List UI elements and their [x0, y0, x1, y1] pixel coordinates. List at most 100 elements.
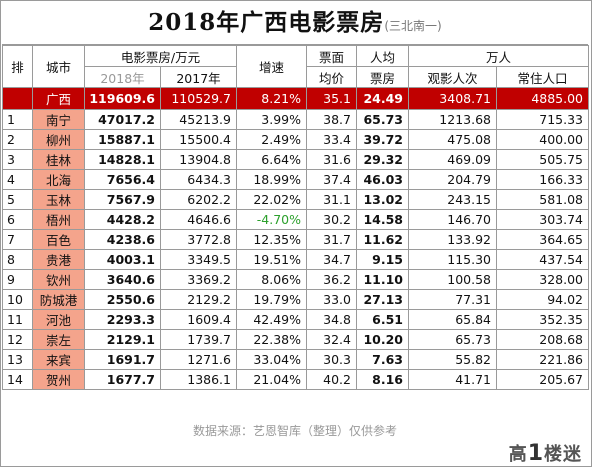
row-per-capita: 29.32	[356, 149, 409, 170]
header-per-capita-bottom: 票房	[356, 66, 409, 88]
row-per-capita: 27.13	[356, 289, 409, 310]
row-2017: 2129.2	[160, 289, 237, 310]
row-2018: 2293.3	[84, 309, 161, 330]
row-growth: -4.70%	[236, 209, 307, 230]
row-avg-price: 34.8	[306, 309, 357, 330]
header-avg-price-bottom: 均价	[306, 66, 357, 88]
data-source-note: 数据来源：艺恩智库（整理）仅供参考	[192, 424, 397, 438]
row-rank: 3	[2, 149, 33, 170]
row-city: 南宁	[32, 109, 85, 130]
row-rank: 2	[2, 129, 33, 150]
row-growth: 22.38%	[236, 329, 307, 350]
row-rank: 7	[2, 229, 33, 250]
row-2017: 6434.3	[160, 169, 237, 190]
row-city: 崇左	[32, 329, 85, 350]
row-growth: 21.04%	[236, 369, 307, 390]
row-per-capita: 6.51	[356, 309, 409, 330]
row-rank: 10	[2, 289, 33, 310]
row-audience: 146.70	[408, 209, 497, 230]
row-2018: 14828.1	[84, 149, 161, 170]
row-city: 北海	[32, 169, 85, 190]
row-growth: 3.99%	[236, 109, 307, 130]
row-audience: 100.58	[408, 269, 497, 290]
row-city: 河池	[32, 309, 85, 330]
row-per-capita: 8.16	[356, 369, 409, 390]
row-population: 352.35	[495, 309, 590, 330]
summary-city: 广西	[32, 87, 85, 110]
table-row: 12 崇左 2129.1 1739.7 22.38% 32.4 10.20 65.73 208.…	[2, 329, 590, 350]
row-2017: 1609.4	[160, 309, 237, 330]
row-population: 166.33	[495, 169, 590, 190]
row-growth: 33.04%	[236, 349, 307, 370]
row-2017: 6202.2	[160, 189, 237, 210]
row-audience: 1213.68	[408, 109, 497, 130]
row-avg-price: 33.4	[306, 129, 357, 150]
row-rank: 4	[2, 169, 33, 190]
table-row: 6 梧州 4428.2 4646.6 -4.70% 30.2 14.58 146.70 303.…	[2, 209, 590, 230]
header-wan-ren: 万人	[407, 45, 590, 67]
row-2017: 3349.5	[160, 249, 237, 270]
row-per-capita: 65.73	[356, 109, 409, 130]
row-rank: 13	[2, 349, 33, 370]
row-growth: 19.79%	[236, 289, 307, 310]
row-growth: 2.49%	[236, 129, 307, 150]
row-growth: 8.06%	[236, 269, 307, 290]
summary-rank	[2, 87, 33, 110]
header-city: 城市	[32, 45, 85, 88]
row-avg-price: 34.7	[306, 249, 357, 270]
row-2017: 45213.9	[160, 109, 237, 130]
row-audience: 469.09	[408, 149, 497, 170]
row-avg-price: 30.2	[306, 209, 357, 230]
row-rank: 8	[2, 249, 33, 270]
table-row: 10 防城港 2550.6 2129.2 19.79% 33.0 27.13 77.31 94.…	[2, 289, 590, 310]
row-rank: 12	[2, 329, 33, 350]
row-city: 钦州	[32, 269, 85, 290]
row-2018: 2550.6	[84, 289, 161, 310]
row-population: 205.67	[495, 369, 590, 390]
row-avg-price: 31.1	[306, 189, 357, 210]
row-rank: 1	[2, 109, 33, 130]
table-row: 4 北海 7656.4 6434.3 18.99% 37.4 46.03 204.79 166.…	[2, 169, 590, 190]
summary-audience: 3408.71	[408, 87, 497, 110]
row-2018: 4238.6	[84, 229, 161, 250]
row-avg-price: 38.7	[306, 109, 357, 130]
row-audience: 243.15	[408, 189, 497, 210]
row-population: 328.00	[495, 269, 590, 290]
row-per-capita: 7.63	[356, 349, 409, 370]
row-city: 桂林	[32, 149, 85, 170]
table-row: 7 百色 4238.6 3772.8 12.35% 31.7 11.62 133.92 364.…	[2, 229, 590, 250]
summary-avg-price: 35.1	[306, 87, 357, 110]
row-2017: 13904.8	[160, 149, 237, 170]
row-2018: 47017.2	[84, 109, 161, 130]
row-2017: 15500.4	[160, 129, 237, 150]
row-population: 221.86	[495, 349, 590, 370]
row-avg-price: 37.4	[306, 169, 357, 190]
row-avg-price: 40.2	[306, 369, 357, 390]
row-growth: 19.51%	[236, 249, 307, 270]
row-audience: 115.30	[408, 249, 497, 270]
summary-row: 广西 119609.6 110529.7 8.21% 35.1 24.49 34…	[2, 87, 590, 110]
table-row: 8 贵港 4003.1 3349.5 19.51% 34.7 9.15 115.30 437.5…	[2, 249, 590, 270]
table-row: 14 贺州 1677.7 1386.1 21.04% 40.2 8.16 41.71 205.6…	[2, 369, 590, 390]
row-population: 505.75	[495, 149, 590, 170]
row-rank: 5	[2, 189, 33, 210]
row-population: 208.68	[495, 329, 590, 350]
row-growth: 6.64%	[236, 149, 307, 170]
row-city: 百色	[32, 229, 85, 250]
row-population: 364.65	[495, 229, 590, 250]
header-audience: 观影人次	[408, 66, 497, 88]
row-avg-price: 31.6	[306, 149, 357, 170]
summary-per-capita: 24.49	[356, 87, 409, 110]
row-2017: 1386.1	[160, 369, 237, 390]
row-audience: 475.08	[408, 129, 497, 150]
table-row: 1 南宁 47017.2 45213.9 3.99% 38.7 65.73 1213.68 71…	[2, 109, 590, 130]
row-rank: 14	[2, 369, 33, 390]
box-office-table: 排 城市 电影票房/万元 增速 票面 人均 万人 2018年 2017年 均价 …	[2, 45, 590, 390]
row-city: 柳州	[32, 129, 85, 150]
row-rank: 9	[2, 269, 33, 290]
row-per-capita: 13.02	[356, 189, 409, 210]
row-audience: 77.31	[408, 289, 497, 310]
row-avg-price: 31.7	[306, 229, 357, 250]
row-audience: 41.71	[408, 369, 497, 390]
header-growth: 增速	[236, 45, 307, 88]
